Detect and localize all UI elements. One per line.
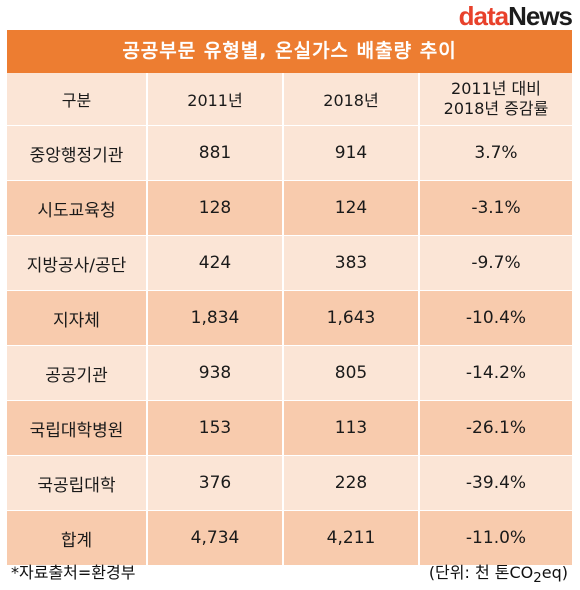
table-header-row: 구분 2011년 2018년 2011년 대비 2018년 증감률 [7,73,572,126]
table-footer: *자료출처=환경부 (단위: 천 톤CO2eq) [7,555,572,586]
row-value-2011: 881 [147,125,284,181]
header-2011: 2011년 [147,73,284,126]
table-row: 지방공사/공단 424 383 -9.7% [7,235,572,291]
row-change-rate: -10.4% [419,290,572,346]
row-value-2018: 383 [283,235,420,291]
row-category: 국립대학병원 [7,400,148,456]
row-category: 국공립대학 [7,455,148,511]
emissions-table: 구분 2011년 2018년 2011년 대비 2018년 증감률 중앙행정기관… [7,73,572,566]
header-category: 구분 [7,73,148,126]
row-value-2011: 938 [147,345,284,401]
table-row: 지자체 1,834 1,643 -10.4% [7,290,572,346]
row-category: 지자체 [7,290,148,346]
datanews-logo: dataNews [458,1,573,31]
table-total-row: 합계 4,734 4,211 -11.0% [7,510,572,566]
row-change-rate: 3.7% [419,125,572,181]
row-value-2011: 424 [147,235,284,291]
table-row: 중앙행정기관 881 914 3.7% [7,125,572,181]
source-note: *자료출처=환경부 [11,563,136,582]
table-title: 공공부문 유형별, 온실가스 배출량 추이 [7,30,572,73]
row-value-2018: 113 [283,400,420,456]
unit-note: (단위: 천 톤CO2eq) [429,559,568,586]
header-change-rate: 2011년 대비 2018년 증감률 [419,73,572,126]
unit-subscript: 2 [533,571,542,587]
row-value-2018: 124 [283,180,420,236]
row-category: 시도교육청 [7,180,148,236]
unit-suffix: eq) [541,563,568,582]
total-value-2011: 4,734 [147,510,284,566]
row-value-2011: 1,834 [147,290,284,346]
row-category: 공공기관 [7,345,148,401]
row-value-2011: 376 [147,455,284,511]
header-change-rate-line2: 2018년 증감률 [443,99,549,118]
row-value-2018: 914 [283,125,420,181]
row-change-rate: -39.4% [419,455,572,511]
header-change-rate-line1: 2011년 대비 [451,79,541,98]
logo-part-data: data [458,1,509,31]
row-value-2011: 128 [147,180,284,236]
row-category: 지방공사/공단 [7,235,148,291]
header-2018: 2018년 [283,73,420,126]
row-change-rate: -14.2% [419,345,572,401]
unit-prefix: (단위: 천 톤CO [428,563,534,582]
table-row: 국립대학병원 153 113 -26.1% [7,400,572,456]
table-row: 시도교육청 128 124 -3.1% [7,180,572,236]
row-value-2018: 228 [283,455,420,511]
logo-part-news: News [508,1,573,31]
total-value-2018: 4,211 [283,510,420,566]
row-value-2011: 153 [147,400,284,456]
total-change-rate: -11.0% [419,510,572,566]
row-category: 중앙행정기관 [7,125,148,181]
row-change-rate: -26.1% [419,400,572,456]
table-row: 공공기관 938 805 -14.2% [7,345,572,401]
table-row: 국공립대학 376 228 -39.4% [7,455,572,511]
row-value-2018: 805 [283,345,420,401]
row-change-rate: -9.7% [419,235,572,291]
total-category: 합계 [7,510,148,566]
row-value-2018: 1,643 [283,290,420,346]
row-change-rate: -3.1% [419,180,572,236]
